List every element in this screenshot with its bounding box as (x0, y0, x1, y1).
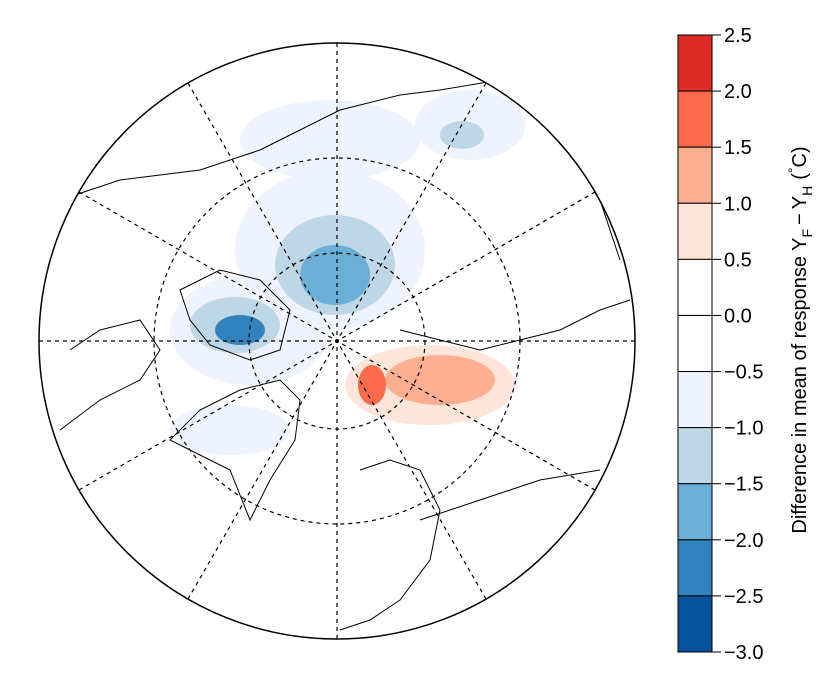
colorbar-tick-label: 0.0 (724, 305, 752, 327)
colorbar-tick-label: 1.0 (724, 193, 752, 215)
map-border (38, 42, 636, 640)
colorbar-tick-label: 1.5 (724, 137, 752, 159)
colorbar-swatch (677, 90, 713, 148)
label-unit: C) (789, 146, 811, 167)
label-minus: − (789, 213, 811, 225)
colorbar: 2.5 2.0 1.5 1.0 0.5 0.0 −0.5 −1.0 −1.5 −2.0 −2.5 −3… (677, 25, 763, 664)
label-var: Y (789, 196, 811, 209)
colorbar-swatch (677, 483, 713, 541)
graticule (39, 43, 635, 639)
colorbar-tick-label: −2.0 (724, 530, 763, 552)
map (59, 79, 631, 631)
colorbar-tick-label: 0.5 (724, 249, 752, 271)
colorbar-tick-label: 2.0 (724, 81, 752, 103)
colorbar-swatch (677, 595, 713, 653)
colorbar-swatch (677, 146, 713, 204)
colorbar-swatch (677, 371, 713, 429)
anomaly-fields (170, 90, 525, 455)
label-var: Y (789, 237, 811, 250)
colorbar-tick-label: −3.0 (724, 642, 763, 664)
colorbar-swatch (677, 34, 713, 92)
colorbar-tick-label: −1.5 (724, 474, 763, 496)
label-degree: ° (785, 167, 801, 173)
label-text: Difference in mean of response (789, 256, 811, 534)
colorbar-swatch (677, 202, 713, 260)
colorbar-swatch (677, 258, 713, 316)
colorbar-tick-label: −0.5 (724, 362, 763, 384)
label-unit: ( (789, 173, 811, 180)
colorbar-label: Difference in mean of response YF−YH(°C) (785, 146, 815, 533)
label-sub: F (799, 229, 815, 238)
coastlines (59, 79, 631, 631)
colorbar-swatch (677, 314, 713, 373)
colorbar-swatch (677, 539, 713, 597)
colorbar-tick-label: 2.5 (724, 25, 752, 47)
colorbar-swatch (677, 427, 713, 485)
colorbar-tick-label: −2.5 (724, 586, 763, 608)
label-sub: H (799, 186, 815, 196)
colorbar-tick-label: −1.0 (724, 418, 763, 440)
